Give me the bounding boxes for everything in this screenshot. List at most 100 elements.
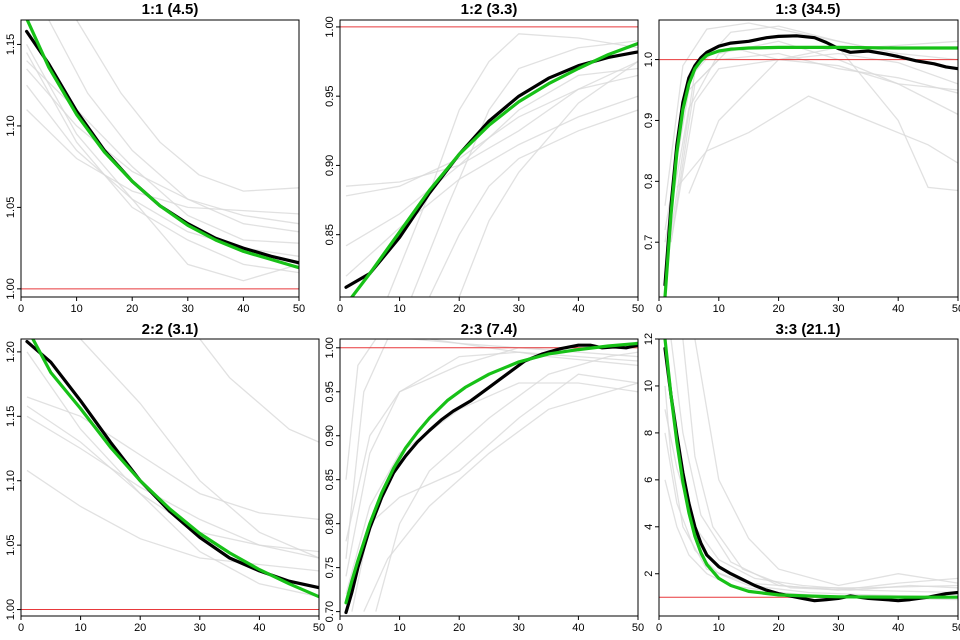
panel-3-3: 3:3 (21.1) 0 10 20 30 40 50 2 4 6 8 10 12	[643, 321, 960, 634]
x-tick-label: 30	[832, 303, 844, 315]
panel-title: 3:3 (21.1)	[775, 321, 840, 338]
fitted-curve	[663, 339, 958, 599]
y-tick-label: 10	[643, 380, 655, 392]
y-tick-label: 0.85	[324, 469, 336, 490]
background-curve	[694, 339, 958, 587]
x-tick-label: 30	[513, 622, 525, 634]
observed-curve	[663, 346, 958, 603]
y-tick-label: 1.10	[5, 115, 17, 136]
x-tick-label: 20	[772, 303, 784, 315]
plot-area: 0 10 20 30 40 50 1.00 1.05 1.10 1.15	[5, 19, 305, 315]
plot-frame	[339, 19, 639, 298]
y-tick-label: 1.15	[5, 34, 17, 55]
fitted-curve	[25, 20, 299, 270]
panel-title: 2:3 (7.4)	[461, 321, 518, 338]
panel-title: 2:2 (3.1)	[142, 321, 199, 338]
panel-title: 1:1 (4.5)	[142, 1, 199, 18]
panel-2-2: 2:2 (3.1) 0 10 20 30 40 50 1.00 1.05 1.10 1.15 1.2…	[5, 321, 325, 634]
y-tick-label: 0.95	[324, 85, 336, 106]
y-tick-label: 1.00	[5, 278, 17, 299]
x-tick-label: 0	[337, 622, 343, 634]
x-tick-label: 40	[572, 303, 584, 315]
panel-2-3: 2:3 (7.4) 0 10 20 30 40 50 0.70 0.75 0.80 0.85 0.9…	[324, 321, 644, 634]
background-curve	[664, 432, 958, 598]
y-tick-label: 1.20	[5, 341, 17, 362]
y-tick-label: 0.9	[643, 113, 655, 128]
observed-curve	[344, 50, 638, 289]
x-tick-label: 0	[18, 303, 24, 315]
x-tick-label: 0	[337, 303, 343, 315]
y-tick-label: 0.95	[324, 381, 336, 402]
background-curve	[26, 469, 319, 572]
x-tick-label: 50	[313, 622, 325, 634]
x-tick-label: 30	[194, 622, 206, 634]
y-tick-label: 1.10	[5, 470, 17, 491]
y-tick-label: 1.15	[5, 406, 17, 427]
fitted-curve	[31, 339, 319, 599]
x-tick-label: 0	[656, 622, 662, 634]
x-tick-label: 50	[632, 622, 644, 634]
background-curve	[363, 382, 638, 612]
plot-area: 0 10 20 30 40 50 2 4 6 8 10 12	[643, 333, 960, 634]
background-curve	[345, 351, 638, 577]
background-curve	[26, 415, 319, 559]
background-curve	[664, 40, 958, 243]
y-tick-label: 2	[643, 571, 655, 577]
background-curve	[199, 339, 319, 443]
x-tick-label: 40	[892, 622, 904, 634]
background-curve	[26, 84, 299, 257]
background-curve	[26, 52, 299, 274]
background-curve	[345, 347, 638, 542]
x-tick-label: 50	[632, 303, 644, 315]
x-tick-label: 30	[182, 303, 194, 315]
x-tick-label: 40	[572, 622, 584, 634]
x-tick-label: 20	[134, 622, 146, 634]
background-curve	[351, 373, 638, 612]
x-tick-label: 20	[453, 622, 465, 634]
x-tick-label: 10	[713, 622, 725, 634]
y-tick-label: 0.8	[643, 174, 655, 189]
y-tick-label: 1.00	[324, 16, 336, 37]
plot-area: 0 10 20 30 40 50 1.00 1.05 1.10 1.15 1.20	[5, 338, 325, 634]
fitted-curve	[344, 341, 638, 605]
x-tick-label: 20	[453, 303, 465, 315]
background-curve	[345, 339, 638, 559]
background-curve	[26, 351, 319, 553]
panel-1-3: 1:3 (34.5) 0 10 20 30 40 50 0.7 0.8 0.9 1.0	[643, 1, 960, 315]
background-curve	[664, 385, 958, 589]
x-tick-label: 10	[393, 622, 405, 634]
y-tick-label: 1.00	[5, 599, 17, 620]
y-tick-label: 8	[643, 430, 655, 436]
background-curve	[428, 109, 638, 297]
plot-frame	[20, 19, 300, 298]
background-curve	[676, 95, 958, 188]
y-tick-label: 0.85	[324, 224, 336, 245]
plot-area: 0 10 20 30 40 50 0.7 0.8 0.9 1.0	[643, 19, 960, 315]
plot-frame	[658, 19, 959, 298]
fitted-curve	[663, 45, 958, 297]
background-curve	[80, 339, 319, 559]
y-tick-label: 0.90	[324, 425, 336, 446]
panel-1-2: 1:2 (3.3) 0 10 20 30 40 50 0.85 0.90 0.95 1.00	[324, 1, 644, 315]
background-curve	[26, 109, 299, 215]
x-tick-label: 10	[70, 303, 82, 315]
plot-frame	[339, 338, 639, 617]
background-curve	[26, 396, 319, 521]
y-tick-label: 0.80	[324, 513, 336, 534]
x-tick-label: 20	[772, 622, 784, 634]
y-tick-label: 1.0	[643, 52, 655, 67]
x-tick-label: 10	[713, 303, 725, 315]
panel-1-1: 1:1 (4.5) 0 10 20 30 40 50 1.00 1.05 1.10 1.15	[5, 1, 305, 315]
y-tick-label: 0.70	[324, 601, 336, 622]
background-curve	[26, 405, 319, 598]
background-curve	[345, 95, 638, 277]
observed-curve	[663, 34, 958, 287]
observed-curve	[25, 340, 319, 590]
plot-frame	[20, 338, 320, 617]
x-tick-label: 50	[293, 303, 305, 315]
plot-frame	[658, 338, 959, 617]
background-curve	[670, 46, 958, 243]
x-tick-label: 30	[513, 303, 525, 315]
y-tick-label: 1.05	[5, 534, 17, 555]
